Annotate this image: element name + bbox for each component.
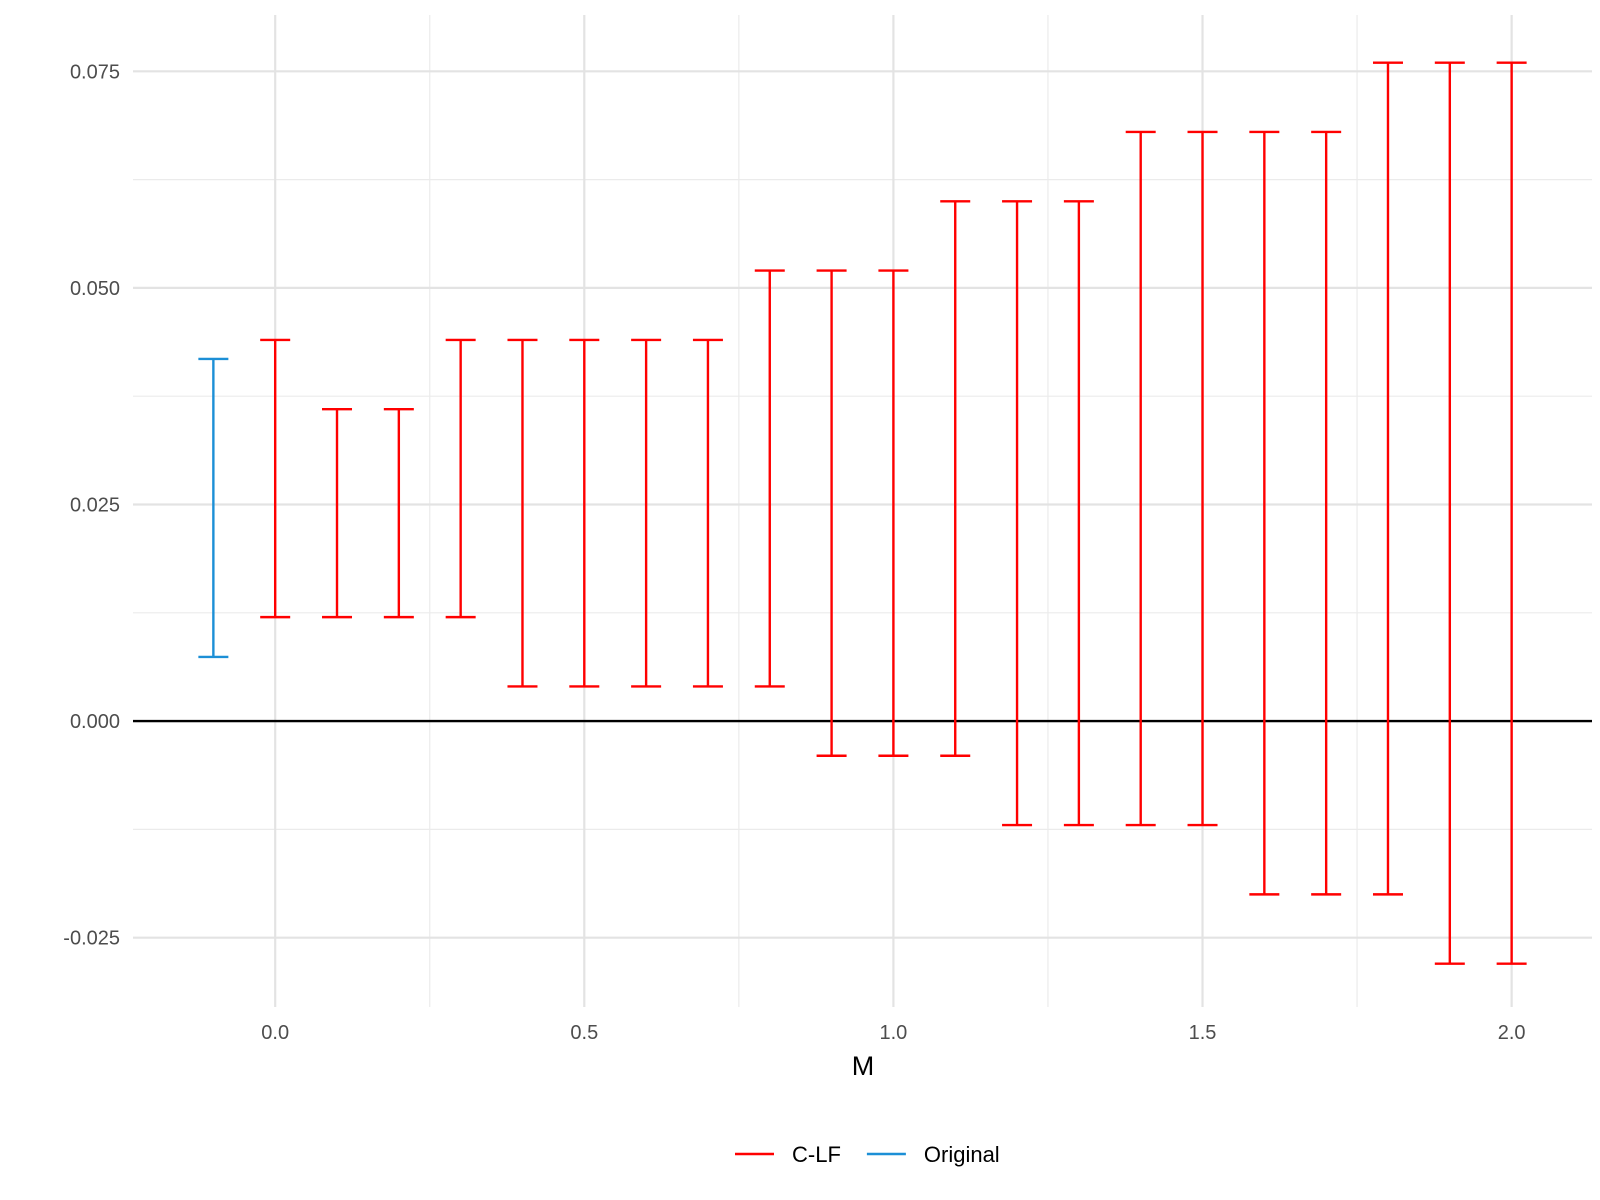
legend-label: C-LF [792,1142,841,1167]
y-tick-label: 0.025 [70,495,120,517]
x-tick-label: 2.0 [1498,1022,1526,1044]
x-axis-title: M [852,1051,875,1081]
x-tick-label: 0.5 [570,1022,598,1044]
error-bar-c-lf [1496,61,1527,965]
y-tick-label: 0.000 [70,711,120,733]
error-bar-c-lf [1311,130,1342,896]
error-bar-c-lf [1063,200,1094,827]
error-bar-c-lf [322,408,353,619]
y-tick-label: 0.075 [70,61,120,83]
error-bar-c-lf [692,338,723,688]
legend-item-original: Original [866,1142,1000,1167]
grid-minor [133,15,1592,1007]
error-bars [198,61,1527,965]
error-bar-c-lf [816,269,847,757]
x-axis-tick-labels: 0.0 0.5 1.0 1.5 2.0 [261,1022,1525,1044]
error-bar-c-lf [1372,61,1403,896]
legend-label: Original [924,1142,1000,1167]
legend-item-c-lf: C-LF [735,1142,841,1167]
error-bar-c-lf [569,338,600,688]
error-bar-c-lf [507,338,538,688]
legend: C-LF Original [735,1142,1000,1167]
error-bar-c-lf [383,408,414,619]
error-bar-original [198,357,229,659]
y-tick-label: 0.050 [70,278,120,300]
error-bar-c-lf [445,338,476,619]
error-bar-c-lf [1125,130,1156,827]
error-bar-c-lf [1434,61,1465,965]
y-axis-tick-labels: -0.025 0.000 0.025 0.050 0.075 [63,61,120,949]
error-bar-c-lf [754,269,785,688]
y-tick-label: -0.025 [63,928,120,950]
x-tick-label: 0.0 [261,1022,289,1044]
x-tick-label: 1.5 [1189,1022,1217,1044]
error-bar-c-lf [878,269,909,757]
error-bar-c-lf [1187,130,1218,827]
error-bar-c-lf [260,338,291,619]
error-bar-c-lf [940,200,971,757]
grid-major [133,15,1592,1007]
error-bar-c-lf [1002,200,1033,827]
x-tick-label: 1.0 [880,1022,908,1044]
error-bar-c-lf [631,338,662,688]
error-bar-c-lf [1249,130,1280,896]
